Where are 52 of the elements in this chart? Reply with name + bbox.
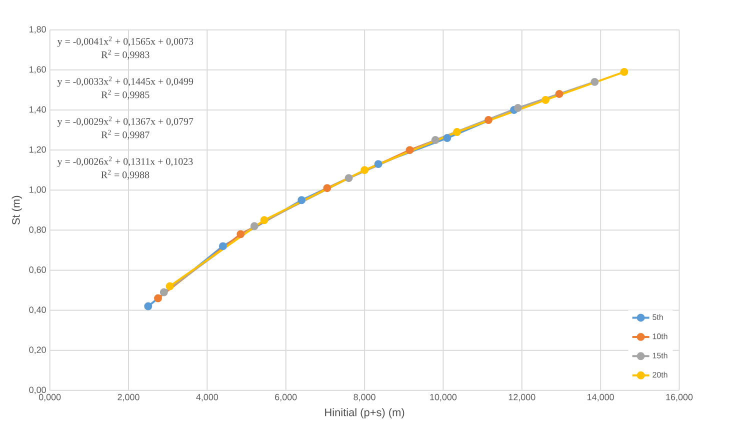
annotation: R$^{2}$ = 0,9987	[101, 130, 150, 140]
x-tick-label: 10,000	[430, 394, 457, 402]
x-axis-title: Hinitial (p+s) (m)	[325, 408, 404, 418]
point	[406, 146, 414, 154]
point	[484, 116, 492, 124]
x-tick-label: 16,000	[666, 394, 693, 402]
point	[250, 222, 258, 230]
point	[323, 184, 332, 192]
annotation: R$^{2}$ = 0,9983	[101, 50, 150, 60]
annotation: y = -0,0029x$^{2}$ + 0,1367x + 0,0797	[57, 116, 194, 127]
point	[298, 196, 306, 204]
x-tick-label: 14,000	[588, 394, 614, 402]
x-tick-label: 12,000	[508, 394, 536, 402]
point	[218, 242, 227, 250]
point	[514, 104, 522, 112]
y-tick-label: 1,80	[30, 26, 46, 34]
point	[360, 166, 369, 174]
annotation: y = -0,0041x$^{2}$ + 0,1565x + 0,0073	[57, 36, 194, 47]
annotation: y = -0,0033x$^{2}$ + 0,1445x + 0,0499	[57, 76, 194, 87]
point	[166, 282, 174, 290]
y-tick-label: 1,60	[30, 66, 46, 74]
x-tick-label: 6,000	[275, 394, 297, 402]
y-tick-label: 0,00	[29, 386, 46, 394]
point	[431, 136, 440, 144]
point	[154, 294, 162, 302]
point	[555, 90, 564, 98]
x-tick-label: 0,000	[38, 394, 61, 402]
y-tick-label: 0,20	[29, 346, 46, 354]
point	[443, 134, 452, 142]
y-tick-label: 0,60	[29, 266, 46, 274]
y-tick-label: 1,40	[30, 106, 46, 114]
point	[590, 78, 599, 86]
y-axis-title: St (m)	[12, 196, 22, 224]
point	[144, 302, 152, 310]
point	[344, 174, 353, 182]
annotation: y = -0,0026x$^{2}$ + 0,1311x + 0,1023	[57, 156, 193, 167]
point	[260, 216, 268, 224]
point	[452, 128, 461, 136]
point	[374, 160, 382, 168]
x-tick-label: 4,000	[196, 394, 218, 402]
x-tick-label: 2,000	[118, 394, 140, 402]
point	[542, 96, 550, 104]
y-tick-label: 1,20	[30, 146, 46, 154]
y-tick-label: 0,80	[29, 226, 46, 234]
annotation: R$^{2}$ = 0,9988	[101, 170, 150, 180]
point	[620, 68, 628, 76]
annotation: R$^{2}$ = 0,9985	[101, 90, 150, 100]
point	[160, 288, 168, 296]
y-tick-label: 1,00	[30, 186, 46, 194]
point	[236, 230, 245, 238]
x-tick-label: 8,000	[354, 394, 376, 402]
y-tick-label: 0,40	[29, 306, 46, 314]
